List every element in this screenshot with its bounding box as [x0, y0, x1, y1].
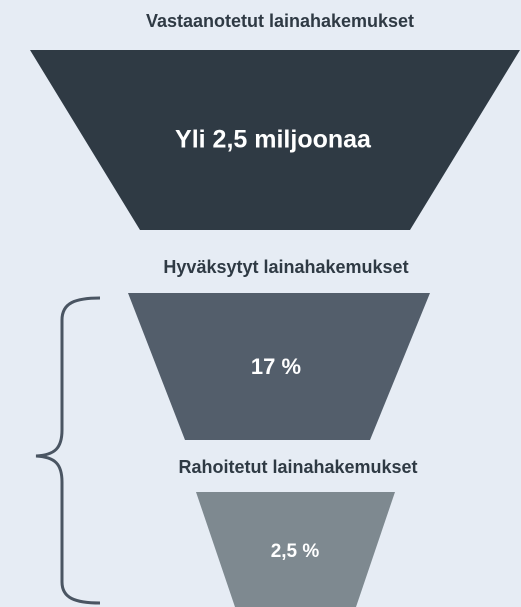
funnel-stage [30, 50, 520, 230]
bracket [35, 296, 101, 605]
stage-label: Vastaanotetut lainahakemukset [146, 11, 414, 31]
stage-label: Hyväksytyt lainahakemukset [163, 257, 408, 277]
stage-value: 17 % [251, 354, 301, 379]
funnel-stage [128, 293, 430, 440]
stage-label: Rahoitetut lainahakemukset [178, 457, 417, 477]
stage-value: 2,5 % [271, 541, 320, 562]
funnel-stage [196, 492, 395, 607]
stage-value: Yli 2,5 miljoonaa [175, 126, 372, 154]
